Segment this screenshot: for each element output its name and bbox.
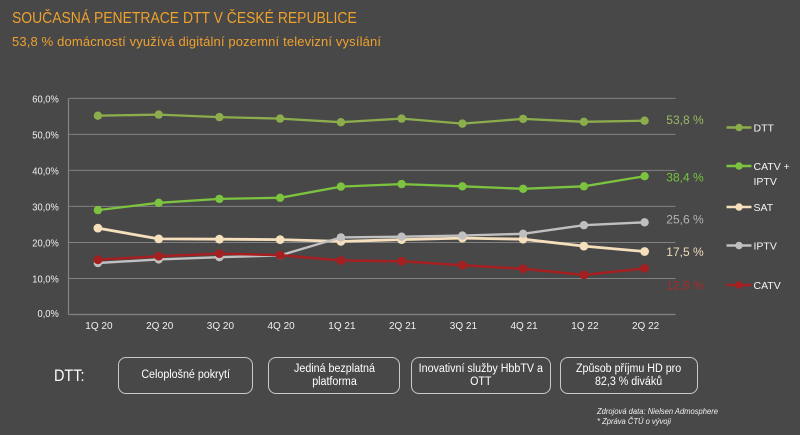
svg-text:0,0%: 0,0% bbox=[38, 309, 59, 320]
svg-text:20,0%: 20,0% bbox=[32, 238, 59, 249]
svg-text:17,5 %: 17,5 % bbox=[666, 245, 704, 259]
svg-text:1Q 21: 1Q 21 bbox=[328, 321, 356, 332]
svg-text:12,8 %: 12,8 % bbox=[666, 279, 704, 293]
svg-text:IPTV: IPTV bbox=[754, 241, 777, 253]
svg-text:3Q 21: 3Q 21 bbox=[450, 321, 478, 332]
svg-text:60,0%: 60,0% bbox=[32, 94, 59, 105]
svg-text:10,0%: 10,0% bbox=[32, 274, 59, 285]
svg-text:DTT: DTT bbox=[754, 123, 775, 135]
svg-text:CATV +: CATV + bbox=[754, 161, 790, 173]
svg-text:SAT: SAT bbox=[754, 202, 774, 214]
svg-text:40,0%: 40,0% bbox=[32, 166, 59, 177]
svg-text:38,4 %: 38,4 % bbox=[666, 171, 704, 185]
svg-text:25,6 %: 25,6 % bbox=[666, 213, 704, 227]
svg-text:30,0%: 30,0% bbox=[32, 202, 59, 213]
svg-text:2Q 21: 2Q 21 bbox=[389, 321, 417, 332]
svg-text:2Q 22: 2Q 22 bbox=[632, 321, 660, 332]
svg-text:2Q 20: 2Q 20 bbox=[146, 321, 174, 332]
svg-text:3Q 20: 3Q 20 bbox=[207, 321, 235, 332]
svg-text:4Q 21: 4Q 21 bbox=[510, 321, 538, 332]
svg-text:1Q 20: 1Q 20 bbox=[85, 321, 113, 332]
svg-text:IPTV: IPTV bbox=[754, 176, 777, 188]
svg-text:1Q 22: 1Q 22 bbox=[571, 321, 599, 332]
svg-text:53,8 %: 53,8 % bbox=[666, 113, 704, 127]
svg-text:4Q 20: 4Q 20 bbox=[267, 321, 295, 332]
svg-text:50,0%: 50,0% bbox=[32, 130, 59, 141]
svg-text:CATV: CATV bbox=[754, 280, 781, 292]
